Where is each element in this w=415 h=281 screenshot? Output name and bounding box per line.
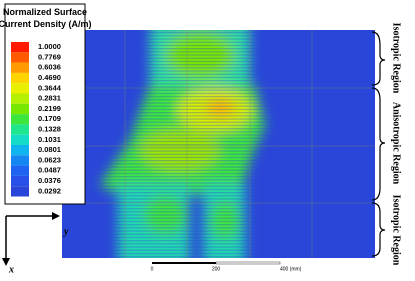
- scale-label: 400 (mm): [280, 266, 302, 272]
- legend-swatch: [11, 114, 29, 125]
- axis-arrows: [5, 215, 54, 262]
- legend-swatch: [11, 42, 29, 53]
- legend-label: 1.0000: [38, 42, 61, 51]
- legend-swatch: [11, 145, 29, 156]
- legend-label: 0.0376: [38, 176, 61, 185]
- legend-label: 0.3644: [38, 83, 62, 92]
- region-label: Isotropic Region: [391, 23, 402, 94]
- legend-label: 0.1709: [38, 114, 61, 123]
- legend-label: 0.2199: [38, 104, 61, 113]
- legend-swatch: [11, 72, 29, 84]
- scale-bar: 0 200 400 (mm): [151, 261, 302, 272]
- legend-swatch: [11, 62, 29, 73]
- brackets: [371, 31, 386, 257]
- legend-swatch: [11, 124, 29, 135]
- legend-title: Normalized Surface Current Density (A/m): [0, 7, 92, 29]
- legend-swatch: [11, 103, 29, 115]
- legend-label: 0.1031: [38, 135, 61, 144]
- legend-label: 0.2831: [38, 94, 61, 103]
- scale-label: 0: [151, 266, 154, 272]
- legend-swatch: [11, 134, 29, 145]
- legend-swatch: [11, 165, 29, 176]
- y-arrowhead: [52, 212, 60, 220]
- x-arrowhead: [2, 258, 10, 266]
- legend-label: 0.0487: [38, 166, 61, 175]
- region-label: Isotropic Region: [391, 195, 402, 266]
- legend-swatch: [11, 52, 29, 63]
- region-label: Anisotropic Region: [391, 102, 402, 185]
- legend-label: 0.0292: [38, 186, 61, 195]
- current-map: [62, 30, 375, 258]
- legend-swatch: [11, 93, 29, 104]
- legend-swatch: [11, 175, 29, 187]
- axis-label: x: [8, 264, 14, 275]
- scale-label: 200: [212, 266, 221, 272]
- legend-swatch: [11, 83, 29, 94]
- legend-label: 0.1328: [38, 125, 61, 134]
- legend-label: 0.7769: [38, 52, 61, 61]
- axis-label: y: [63, 226, 69, 237]
- legend-label: 0.4690: [38, 73, 61, 82]
- legend-swatch: [11, 155, 29, 166]
- legend-label: 0.6036: [38, 63, 61, 72]
- legend-label: 0.0801: [38, 145, 61, 154]
- legend-label: 0.0623: [38, 155, 61, 164]
- legend-swatch: [11, 186, 29, 197]
